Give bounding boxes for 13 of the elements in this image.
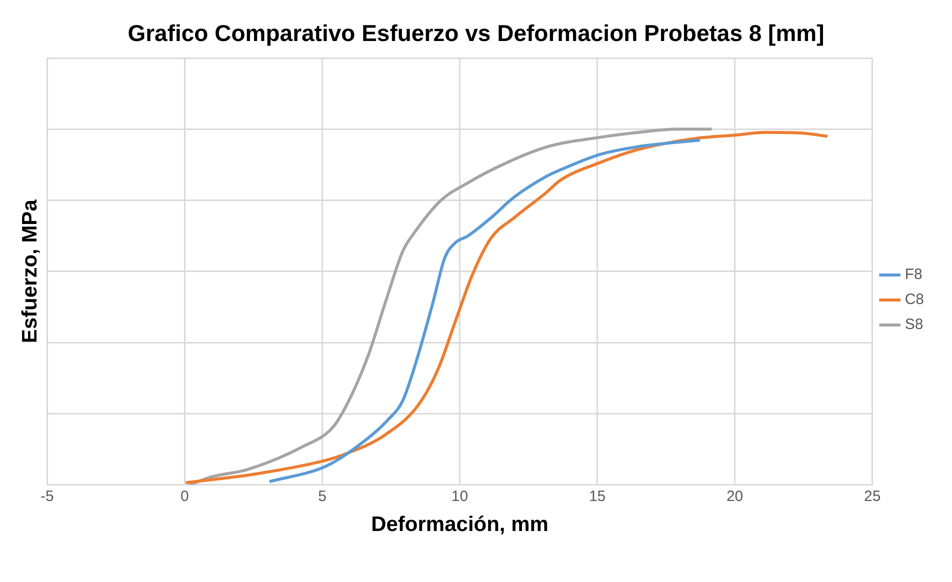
- x-tick-label: 0: [180, 488, 189, 505]
- x-tick-label: 25: [864, 488, 881, 505]
- chart-title: Grafico Comparativo Esfuerzo vs Deformacion Probetas 8 [mm]: [126, 19, 826, 48]
- x-tick-label: 10: [451, 488, 468, 505]
- y-axis-title: Esfuerzo, MPa: [18, 199, 42, 344]
- legend-label: S8: [904, 316, 924, 334]
- legend-label: C8: [904, 291, 924, 308]
- legend-label: F8: [904, 266, 922, 284]
- x-tick-label: 15: [588, 488, 606, 505]
- x-tick-label: 5: [318, 488, 326, 505]
- x-tick-label: -5: [40, 488, 54, 505]
- x-tick-label: 20: [726, 488, 744, 505]
- x-axis-title: Deformación, mm: [371, 513, 548, 536]
